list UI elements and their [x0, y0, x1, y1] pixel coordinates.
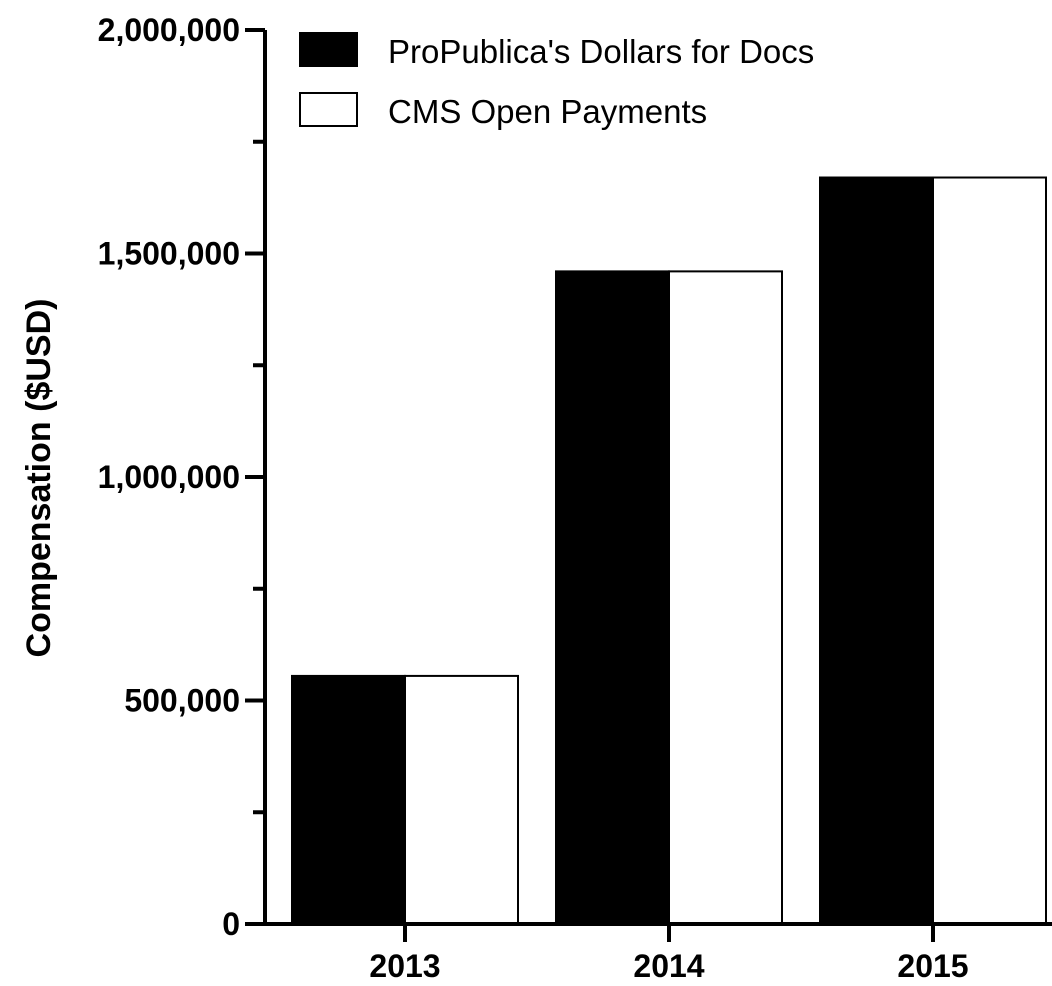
y-tick-label: 2,000,000 [98, 12, 240, 48]
y-tick-label: 500,000 [124, 683, 240, 719]
y-axis-title: Compensation ($USD) [20, 299, 58, 658]
legend-swatch-1 [299, 32, 358, 67]
x-tick-label-2015: 2015 [897, 948, 968, 984]
bar-2015-series-2 [932, 176, 1047, 925]
legend-swatch-2 [299, 92, 358, 127]
bar-2014-series-2 [668, 270, 783, 925]
legend-label-2: CMS Open Payments [388, 93, 707, 130]
x-tick-label-2014: 2014 [633, 948, 704, 984]
x-tick-label-2013: 2013 [369, 948, 440, 984]
y-tick-label: 1,000,000 [98, 459, 240, 495]
legend-label-1: ProPublica's Dollars for Docs [388, 33, 814, 70]
legend: ProPublica's Dollars for Docs CMS Open Pa… [299, 32, 814, 130]
bar-2013-series-2 [404, 674, 519, 925]
y-tick-label: 1,500,000 [98, 236, 240, 272]
bar-2015-series-1 [819, 176, 934, 925]
y-ticks-group: 0 500,000 1,000,000 1,500,000 2,000,000 [98, 12, 265, 942]
x-ticks-group: 2013 2014 2015 [369, 924, 969, 984]
bar-2013-series-1 [291, 674, 406, 925]
bars-group [291, 176, 1047, 925]
y-tick-label: 0 [222, 906, 240, 942]
bar-2014-series-1 [555, 270, 670, 925]
